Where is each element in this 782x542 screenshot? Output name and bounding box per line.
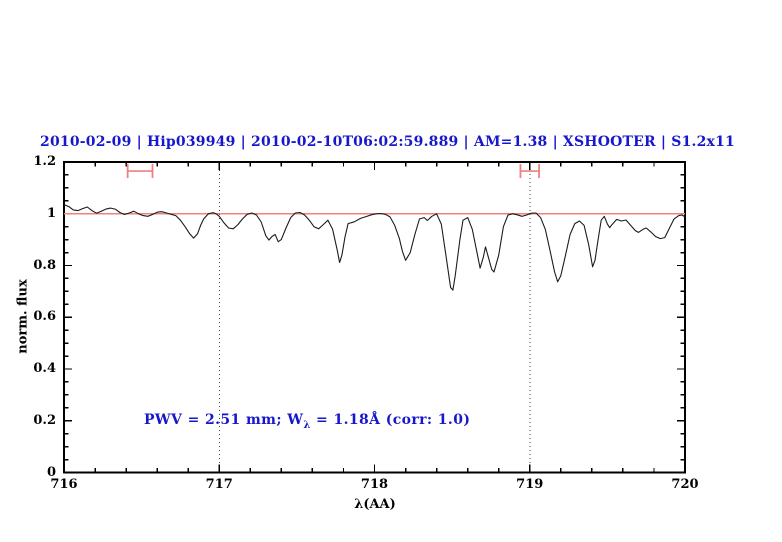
pwv-annotation-prefix: PWV = 2.51 mm; W (144, 412, 304, 428)
x-tick-label: 716 (50, 477, 78, 492)
y-tick-label: 0 (46, 464, 56, 480)
y-tick-label: 0.8 (33, 257, 56, 273)
x-tick-label: 717 (205, 477, 233, 492)
y-tick-label: 0.2 (33, 412, 56, 428)
spectrum-line (63, 204, 686, 291)
pwv-annotation-lambda-subscript: λ (303, 419, 311, 431)
pwv-annotation: PWV = 2.51 mm; Wλ = 1.18Å (corr: 1.0) (144, 412, 470, 431)
x-tick-label: 719 (516, 477, 544, 492)
y-tick-label: 1 (46, 205, 56, 221)
y-tick-label: 0.6 (33, 309, 56, 325)
x-tick-label: 720 (671, 477, 699, 492)
y-tick-label: 1.2 (33, 154, 56, 169)
pwv-annotation-suffix: = 1.18Å (corr: 1.0) (310, 412, 471, 428)
x-tick-label: 718 (360, 477, 389, 492)
y-tick-label: 0.4 (33, 361, 56, 376)
x-axis-label: λ(AA) (354, 497, 396, 512)
plot-title: 2010-02-09 | Hip039949 | 2010-02-10T06:0… (40, 134, 735, 150)
